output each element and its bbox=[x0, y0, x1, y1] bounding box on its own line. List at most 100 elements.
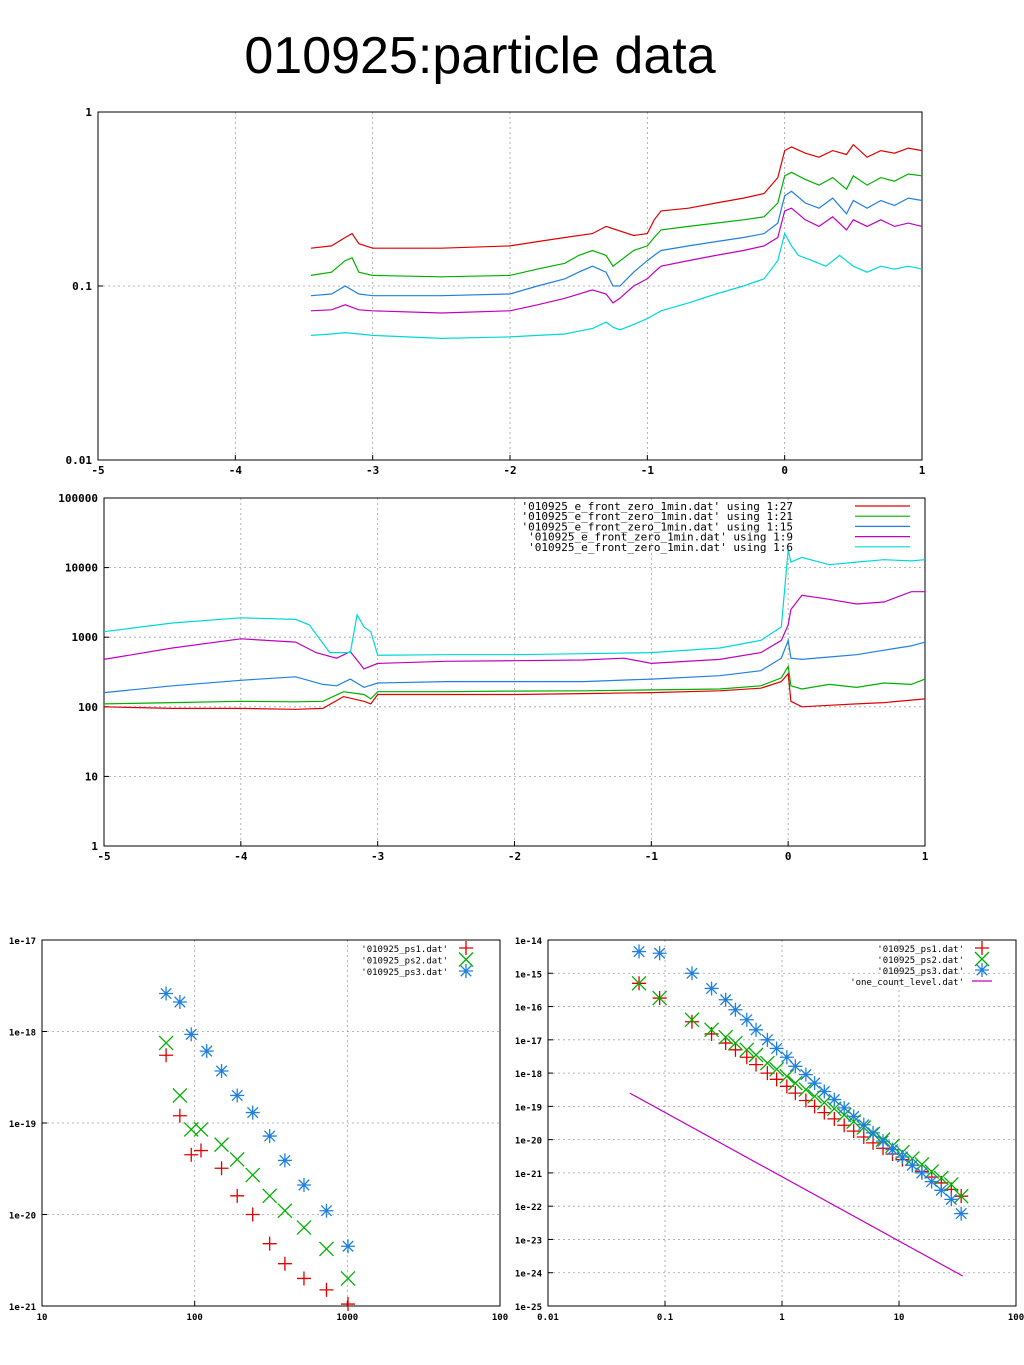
bottom-right-scatter-chart: 0.01 0.1 1 10 100 1e-14 1e-15 1e-16 1e-17 1e-18 1e… bbox=[515, 937, 1024, 1323]
data-point bbox=[172, 1108, 187, 1123]
data-point bbox=[684, 1014, 699, 1029]
series-line bbox=[310, 207, 923, 314]
y-tick-label: 1e-20 bbox=[515, 1137, 542, 1147]
data-point bbox=[749, 1057, 764, 1072]
legend-label: '010925_e_front_zero_1min.dat' using 1:6 bbox=[528, 541, 793, 554]
data-point bbox=[245, 1167, 261, 1183]
y-tick-label: 1e-25 bbox=[515, 1303, 542, 1313]
data-point bbox=[277, 1153, 292, 1168]
data-point bbox=[739, 1012, 754, 1027]
data-point bbox=[856, 1117, 871, 1132]
x-tick-label: -4 bbox=[234, 850, 248, 863]
data-point bbox=[319, 1241, 334, 1257]
y-tick-label: 1e-23 bbox=[515, 1236, 542, 1246]
series-1 bbox=[632, 976, 969, 1204]
data-point bbox=[769, 1061, 785, 1077]
data-point bbox=[230, 1088, 245, 1103]
y-tick-label: 0.1 bbox=[72, 280, 92, 293]
x-tick-label: 1000 bbox=[336, 1313, 358, 1323]
series-line bbox=[103, 549, 926, 656]
y-tick-label: 1e-15 bbox=[515, 970, 542, 980]
middle-line-chart: -5 -4 -3 -2 -1 0 1 100000 10000 1000 100 10 1 '010925… bbox=[58, 492, 928, 863]
series-line bbox=[103, 638, 926, 694]
grid-lines bbox=[42, 940, 500, 1306]
x-tick-label: -3 bbox=[366, 464, 379, 477]
data-point bbox=[159, 1048, 174, 1063]
series-4 bbox=[310, 207, 923, 314]
data-point bbox=[885, 1142, 900, 1157]
legend-label: '010925_e_front_zero_1min.dat' using 1:1… bbox=[521, 520, 793, 533]
y-tick-label: 1e-19 bbox=[515, 1103, 542, 1113]
y-tick-label: 1e-14 bbox=[515, 937, 543, 947]
data-point bbox=[262, 1188, 278, 1204]
data-point bbox=[749, 1022, 764, 1037]
legend-label: '010925_ps2.dat' bbox=[361, 957, 448, 967]
x-tick-label: 0 bbox=[781, 464, 788, 477]
x-tick-label: 1 bbox=[919, 464, 926, 477]
x-tick-label: 10 bbox=[37, 1313, 48, 1323]
data-point bbox=[914, 1165, 929, 1180]
series-4 bbox=[103, 591, 925, 670]
data-point bbox=[296, 1271, 311, 1286]
y-tick-label: 10 bbox=[85, 770, 98, 783]
data-point bbox=[760, 1032, 775, 1047]
data-point bbox=[277, 1256, 292, 1271]
data-point bbox=[798, 1067, 813, 1082]
data-point bbox=[631, 975, 647, 991]
data-point bbox=[827, 1111, 842, 1126]
data-point bbox=[728, 1042, 743, 1057]
data-point bbox=[769, 1072, 784, 1087]
data-point bbox=[728, 1002, 743, 1017]
x-tick-label: -2 bbox=[503, 464, 516, 477]
legend-label: '010925_ps1.dat' bbox=[877, 945, 964, 955]
x-tick-label: -2 bbox=[508, 850, 521, 863]
data-point bbox=[340, 1270, 356, 1286]
series-3 bbox=[103, 638, 926, 694]
data-point bbox=[827, 1092, 842, 1107]
series-5 bbox=[103, 549, 926, 656]
x-tick-label: 100 bbox=[187, 1313, 203, 1323]
series-line bbox=[310, 231, 923, 340]
data-point bbox=[158, 1035, 174, 1051]
legend-swatch bbox=[974, 951, 990, 967]
data-point bbox=[319, 1203, 334, 1218]
series-line bbox=[103, 664, 926, 705]
plot-frame bbox=[41, 939, 501, 1307]
data-point bbox=[739, 1050, 754, 1065]
data-point bbox=[704, 1022, 720, 1038]
series-3 bbox=[159, 986, 355, 1254]
data-point bbox=[807, 1076, 822, 1091]
x-tick-label: -1 bbox=[641, 464, 655, 477]
y-tick-label: 1 bbox=[91, 840, 98, 853]
series-line bbox=[310, 171, 923, 278]
series-line bbox=[310, 143, 923, 249]
data-point bbox=[684, 966, 699, 981]
x-tick-label: -4 bbox=[229, 464, 243, 477]
grid-lines bbox=[104, 498, 925, 846]
data-point bbox=[837, 1118, 852, 1133]
data-point bbox=[769, 1041, 784, 1056]
legend-label: '010925_e_front_zero_1min.dat' using 1:9 bbox=[528, 531, 793, 544]
data-point bbox=[230, 1188, 245, 1203]
y-tick-label: 1e-21 bbox=[9, 1303, 36, 1313]
series-4 bbox=[629, 1092, 963, 1277]
data-point bbox=[788, 1059, 803, 1074]
y-tick-label: 1e-17 bbox=[515, 1037, 542, 1047]
data-point bbox=[748, 1047, 764, 1063]
y-tick-label: 1e-18 bbox=[515, 1070, 542, 1080]
x-tick-label: 1 bbox=[779, 1313, 784, 1323]
data-point bbox=[340, 1297, 355, 1312]
data-point bbox=[787, 1075, 803, 1091]
legend-label: '010925_ps1.dat' bbox=[361, 945, 448, 955]
data-point bbox=[954, 1206, 969, 1221]
data-point bbox=[816, 1095, 832, 1111]
series-2 bbox=[103, 664, 926, 705]
y-tick-label: 1e-21 bbox=[515, 1170, 542, 1180]
data-point bbox=[632, 944, 647, 959]
data-point bbox=[934, 1183, 949, 1198]
data-point bbox=[199, 1044, 214, 1059]
x-tick-label: 0.01 bbox=[537, 1313, 559, 1323]
x-tick-label: -3 bbox=[371, 850, 384, 863]
series-1 bbox=[103, 672, 926, 710]
legend-label: '010925_ps2.dat' bbox=[877, 956, 964, 966]
